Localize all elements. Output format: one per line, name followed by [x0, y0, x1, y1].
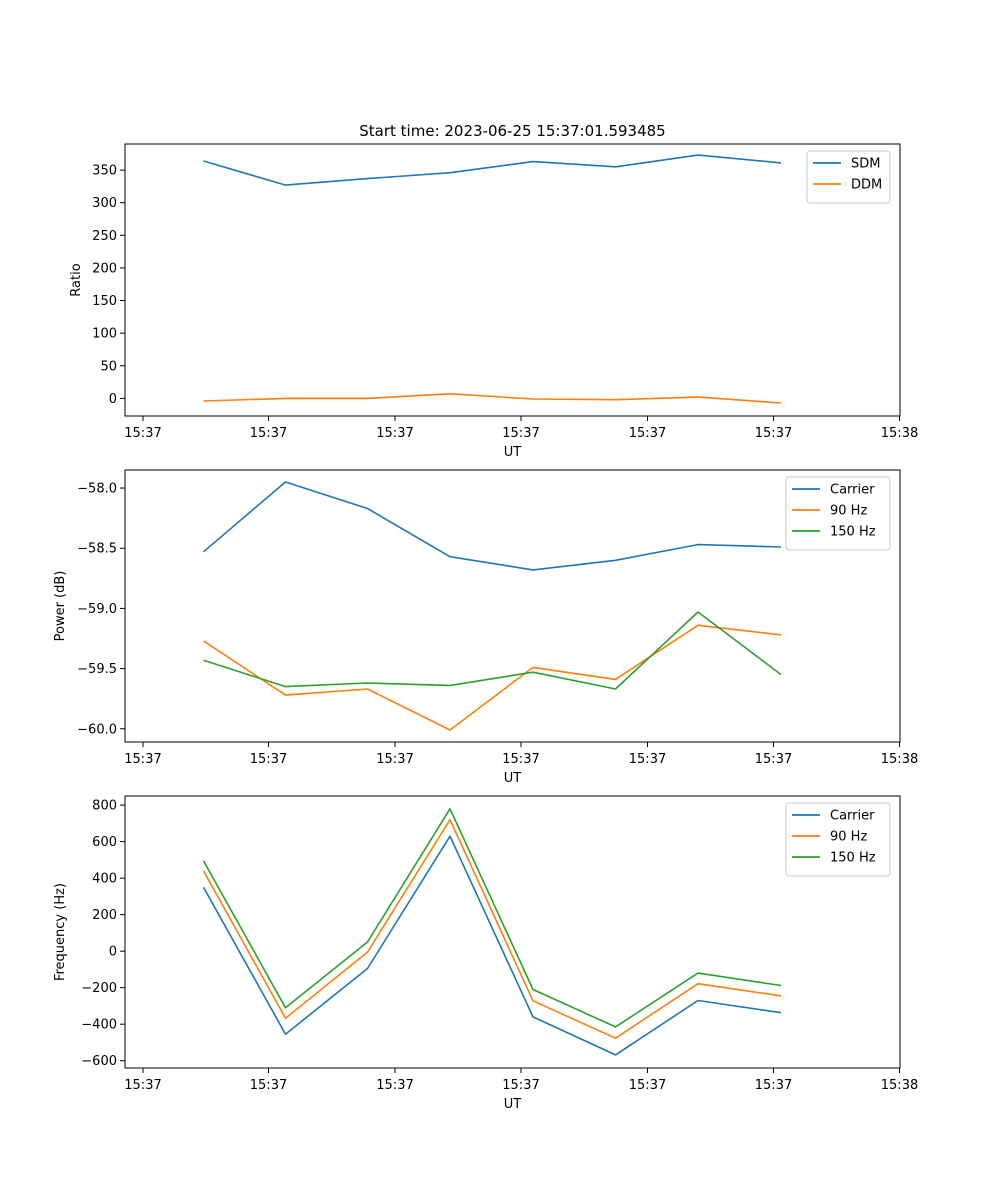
x-tick-label: 15:37 [376, 426, 413, 441]
x-tick-label: 15:38 [881, 426, 918, 441]
y-tick-label: −200 [81, 981, 117, 996]
series-line-150-hz [202, 807, 782, 1028]
y-tick-label: 600 [92, 835, 117, 850]
x-axis-label: UT [504, 1097, 522, 1112]
axes-frame [124, 795, 901, 1069]
y-tick-label: 200 [92, 908, 117, 923]
x-tick-label: 15:37 [250, 752, 287, 767]
chart-title: Start time: 2023-06-25 15:37:01.593485 [359, 122, 665, 140]
y-tick-label: 800 [92, 799, 117, 814]
x-tick-label: 15:37 [755, 752, 792, 767]
series-line-sdm [203, 154, 782, 186]
series-line-90-hz [202, 818, 782, 1039]
y-tick-label: 0 [109, 392, 117, 407]
x-tick-label: 15:37 [502, 1078, 539, 1093]
legend-entry: 150 Hz [830, 525, 876, 540]
series-line-ddm [203, 392, 782, 404]
x-tick-label: 15:37 [502, 752, 539, 767]
y-tick-label: 150 [92, 294, 117, 309]
y-tick-label: 250 [92, 229, 117, 244]
series-line-150-hz [203, 611, 782, 690]
subplot-2: 15:37 15:37 15:37 15:37 15:37 15:37 15:38 −60.0… [53, 469, 918, 786]
legend-entry: Carrier [830, 809, 875, 824]
x-tick-label: 15:37 [502, 426, 539, 441]
legend: SDM DDM [806, 150, 891, 204]
series-line-90-hz [203, 624, 782, 731]
y-tick-label: 50 [100, 359, 117, 374]
legend-box [806, 150, 891, 204]
subplot-3: 15:37 15:37 15:37 15:37 15:37 15:37 15:38 −600 −… [53, 795, 918, 1112]
legend-entry: 90 Hz [830, 504, 867, 519]
x-tick-label: 15:37 [376, 1078, 413, 1093]
y-tick-label: −60.0 [77, 722, 117, 737]
x-tick-label: 15:37 [376, 752, 413, 767]
x-tick-label: 15:37 [250, 426, 287, 441]
x-axis-label: UT [504, 771, 522, 786]
x-tick-label: 15:37 [124, 426, 161, 441]
y-tick-label: 200 [92, 261, 117, 276]
legend-entry: DDM [851, 178, 882, 193]
y-tick-label: 350 [92, 164, 117, 179]
legend: Carrier 90 Hz 150 Hz [785, 476, 891, 551]
x-axis-label: UT [504, 445, 522, 460]
y-axis-label: Ratio [69, 263, 84, 296]
y-tick-label: −59.5 [77, 662, 117, 677]
subplot-1: 15:37 15:37 15:37 15:37 15:37 15:37 15:38 0 50 10… [69, 143, 918, 460]
x-tick-label: 15:37 [250, 1078, 287, 1093]
series-line-carrier [202, 835, 782, 1056]
x-tick-label: 15:37 [629, 1078, 666, 1093]
legend-entry: SDM [851, 157, 880, 172]
y-tick-label: 100 [92, 327, 117, 342]
legend-entry: Carrier [830, 483, 875, 498]
x-tick-label: 15:37 [124, 1078, 161, 1093]
axes-frame [124, 143, 901, 417]
x-tick-label: 15:38 [881, 752, 918, 767]
y-axis-label: Frequency (Hz) [53, 883, 68, 981]
y-tick-label: −59.0 [77, 602, 117, 617]
legend: Carrier 90 Hz 150 Hz [785, 802, 891, 877]
y-tick-label: −400 [81, 1018, 117, 1033]
y-tick-label: 400 [92, 872, 117, 887]
x-tick-label: 15:37 [755, 426, 792, 441]
x-tick-label: 15:37 [124, 752, 161, 767]
axes-frame [124, 469, 901, 743]
x-tick-label: 15:37 [629, 752, 666, 767]
legend-entry: 150 Hz [830, 851, 876, 866]
x-tick-label: 15:38 [881, 1078, 918, 1093]
y-tick-label: 300 [92, 196, 117, 211]
series-line-carrier [202, 481, 782, 571]
y-tick-label: −58.0 [77, 482, 117, 497]
y-tick-label: −58.5 [77, 542, 117, 557]
x-tick-label: 15:37 [629, 426, 666, 441]
legend-entry: 90 Hz [830, 830, 867, 845]
x-tick-label: 15:37 [755, 1078, 792, 1093]
y-tick-label: 0 [109, 945, 117, 960]
y-axis-label: Power (dB) [53, 571, 68, 642]
y-tick-label: −600 [81, 1054, 117, 1069]
